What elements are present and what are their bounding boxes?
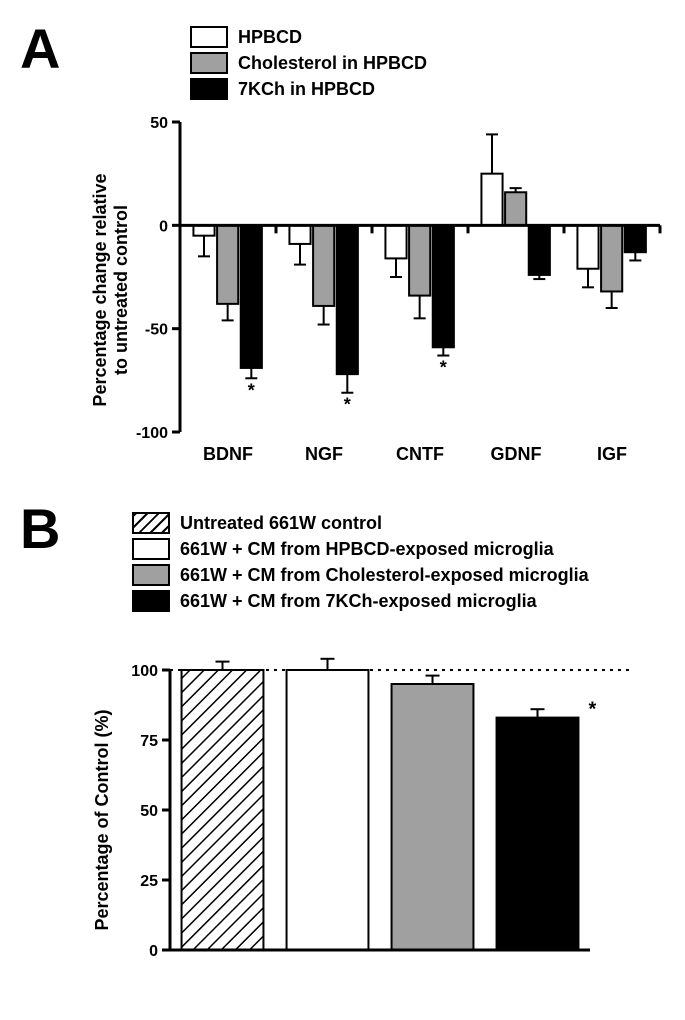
panel-b: B Untreated 661W control 661W + CM from … <box>20 500 685 1000</box>
panel-a-label: A <box>20 16 60 81</box>
svg-text:50: 50 <box>140 803 158 820</box>
legend-label: HPBCD <box>238 27 302 48</box>
panel-a-chart: -100 -50 0 50 * BDNF * NGF * CNTF GDNF IGF <box>120 112 680 472</box>
svg-text:GDNF: GDNF <box>491 444 542 464</box>
legend-swatch <box>190 26 228 48</box>
legend-label: 661W + CM from 7KCh-exposed microglia <box>180 591 537 612</box>
svg-text:*: * <box>440 358 447 378</box>
legend-swatch <box>132 512 170 534</box>
svg-text:0: 0 <box>149 943 158 960</box>
legend-swatch <box>132 590 170 612</box>
ylabel-text: Percentage of Control (%) <box>92 709 112 930</box>
legend-swatch <box>190 52 228 74</box>
panel-b-label: B <box>20 496 60 561</box>
legend-label: 661W + CM from Cholesterol-exposed micro… <box>180 565 589 586</box>
svg-text:IGF: IGF <box>597 444 627 464</box>
legend-swatch <box>132 538 170 560</box>
svg-text:50: 50 <box>150 115 168 132</box>
legend-label: 661W + CM from HPBCD-exposed microglia <box>180 539 554 560</box>
legend-label: 7KCh in HPBCD <box>238 79 375 100</box>
svg-text:CNTF: CNTF <box>396 444 444 464</box>
panel-a: A HPBCD Cholesterol in HPBCD 7KCh in HPB… <box>20 20 685 490</box>
svg-text:BDNF: BDNF <box>203 444 253 464</box>
svg-text:0: 0 <box>159 218 168 235</box>
legend-item: Untreated 661W control <box>132 512 589 534</box>
legend-item: 661W + CM from Cholesterol-exposed micro… <box>132 564 589 586</box>
ylabel-line1: Percentage change relative <box>90 173 110 406</box>
svg-text:*: * <box>589 699 597 721</box>
legend-label: Untreated 661W control <box>180 513 382 534</box>
panel-a-legend: HPBCD Cholesterol in HPBCD 7KCh in HPBCD <box>190 26 427 104</box>
svg-text:-100: -100 <box>136 425 168 442</box>
svg-text:NGF: NGF <box>305 444 343 464</box>
svg-text:*: * <box>248 380 255 400</box>
legend-swatch <box>190 78 228 100</box>
legend-swatch <box>132 564 170 586</box>
legend-label: Cholesterol in HPBCD <box>238 53 427 74</box>
legend-item: 7KCh in HPBCD <box>190 78 427 100</box>
panel-b-chart: 0 25 50 75 100 * <box>110 650 650 970</box>
legend-item: HPBCD <box>190 26 427 48</box>
svg-text:100: 100 <box>131 663 158 680</box>
panel-b-legend: Untreated 661W control 661W + CM from HP… <box>132 512 589 616</box>
legend-item: 661W + CM from HPBCD-exposed microglia <box>132 538 589 560</box>
svg-text:*: * <box>344 395 351 415</box>
svg-text:25: 25 <box>140 873 158 890</box>
svg-text:-50: -50 <box>145 322 168 339</box>
svg-text:75: 75 <box>140 733 158 750</box>
legend-item: 661W + CM from 7KCh-exposed microglia <box>132 590 589 612</box>
legend-item: Cholesterol in HPBCD <box>190 52 427 74</box>
